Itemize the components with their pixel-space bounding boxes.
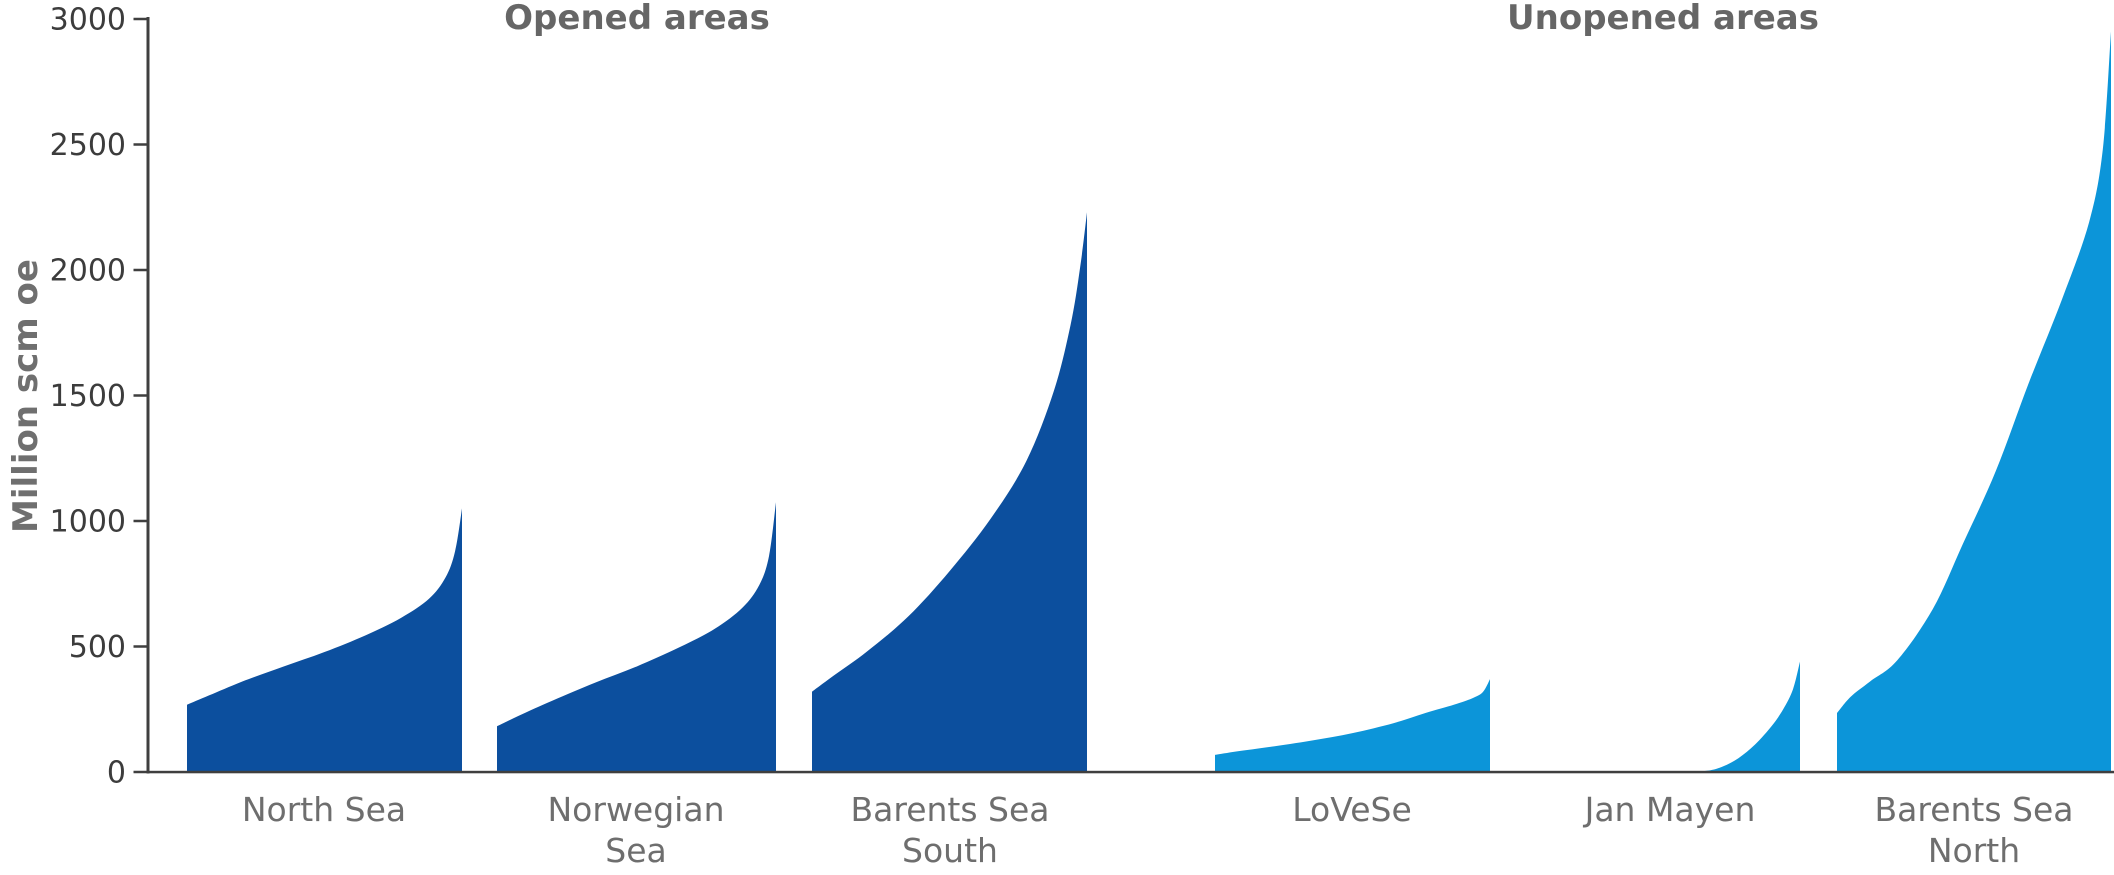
area-north-sea xyxy=(187,508,462,772)
title-unopened-areas: Unopened areas xyxy=(1507,0,1819,38)
y-tick-1500 xyxy=(133,394,147,397)
x-label-line: South xyxy=(902,831,998,870)
y-tick-label-2000: 2000 xyxy=(50,254,126,289)
y-axis-line xyxy=(146,17,150,774)
x-axis-line xyxy=(146,770,2114,774)
y-tick-500 xyxy=(133,645,147,648)
x-label-line: North xyxy=(1927,831,2021,870)
y-axis-title: Million scm oe xyxy=(6,259,46,533)
y-tick-0 xyxy=(133,770,147,774)
x-label-line: Sea xyxy=(605,831,667,870)
x-label-lovese: LoVeSe xyxy=(1292,789,1412,830)
y-tick-2500 xyxy=(133,143,147,146)
x-label-line: North Sea xyxy=(241,790,407,829)
title-opened-areas: Opened areas xyxy=(504,0,770,38)
y-tick-label-1500: 1500 xyxy=(50,379,126,414)
x-label-line: Barents Sea xyxy=(850,790,1050,829)
y-tick-label-500: 500 xyxy=(69,630,126,665)
y-tick-label-2500: 2500 xyxy=(50,128,126,163)
x-label-line: LoVeSe xyxy=(1292,790,1412,829)
area-lovese xyxy=(1215,679,1490,772)
area-jan-mayen xyxy=(1520,661,1800,772)
area-barents-sea-south xyxy=(812,212,1087,773)
x-label-barents-sea-north: Barents Sea North xyxy=(1874,789,2073,871)
x-label-line: Norwegian xyxy=(547,790,725,829)
y-tick-3000 xyxy=(133,17,147,21)
x-label-line: Barents Sea xyxy=(1874,790,2074,829)
x-label-line: Jan Mayen xyxy=(1584,790,1756,829)
y-tick-1000 xyxy=(133,519,147,523)
x-label-jan-mayen: Jan Mayen xyxy=(1585,789,1756,830)
y-tick-label-3000: 3000 xyxy=(50,3,126,38)
x-label-north-sea: North Sea xyxy=(242,789,406,830)
y-tick-label-0: 0 xyxy=(107,756,126,791)
y-tick-label-1000: 1000 xyxy=(50,505,126,540)
area-norwegian-sea xyxy=(497,502,776,772)
x-label-norwegian-sea: Norwegian Sea xyxy=(548,789,725,871)
x-label-barents-sea-south: Barents Sea South xyxy=(850,789,1049,871)
y-tick-2000 xyxy=(133,268,147,272)
area-barents-sea-north xyxy=(1837,31,2111,772)
